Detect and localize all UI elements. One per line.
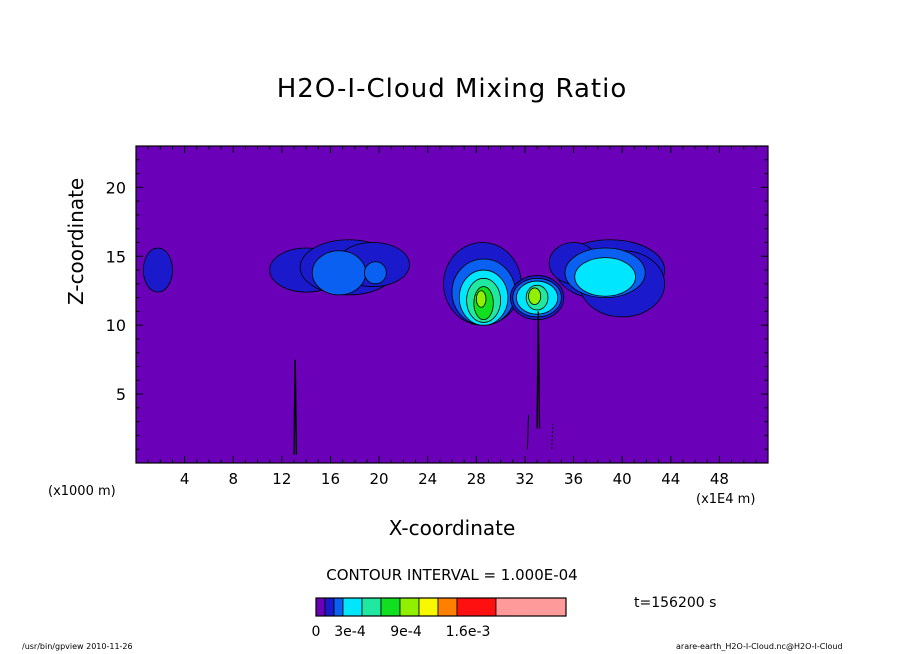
chart-title: H2O-I-Cloud Mixing Ratio <box>276 74 628 104</box>
x-axis-label: X-coordinate <box>388 516 516 540</box>
x-tick-label: 16 <box>321 470 340 488</box>
x-tick-label: 4 <box>180 470 190 488</box>
colorbar-swatch <box>456 597 497 617</box>
colorbar-swatch <box>333 597 344 617</box>
colorbar-label: 9e-4 <box>390 624 422 640</box>
colorbar-swatch <box>315 597 326 617</box>
contour-level-6 <box>528 287 542 305</box>
y-tick-label: 10 <box>106 316 126 335</box>
x-tick-label: 48 <box>710 470 729 488</box>
colorbar-label: 3e-4 <box>334 624 366 640</box>
x-tick-label: 12 <box>272 470 291 488</box>
y-tick-label: 5 <box>116 385 126 404</box>
colorbar-frame <box>315 597 567 617</box>
x-tick-label: 44 <box>661 470 680 488</box>
colorbar-swatch <box>380 597 401 617</box>
x-tick-label: 20 <box>370 470 389 488</box>
colorbar-swatch <box>342 597 363 617</box>
contour-level-1 <box>142 247 173 293</box>
colorbar-swatch <box>361 597 382 617</box>
time-label: t=156200 s <box>634 595 717 611</box>
mixing-stem-1 <box>293 359 298 455</box>
x-tick-label: 32 <box>515 470 534 488</box>
footer-right: arare-earth_H2O-I-Cloud.nc@H2O-I-Cloud <box>676 642 843 651</box>
contour-interval-label: CONTOUR INTERVAL = 1.000E-04 <box>326 566 578 584</box>
colorbar: 0 3e-4 9e-4 1.6e-3 <box>312 597 567 640</box>
x-tick-label: 28 <box>467 470 486 488</box>
contour-level-2 <box>364 261 387 285</box>
colorbar-swatch <box>495 597 567 617</box>
mixing-stem-4 <box>551 424 554 450</box>
x-unit-right: (x1E4 m) <box>696 492 756 507</box>
x-tick-label: 8 <box>228 470 238 488</box>
colorbar-label: 1.6e-3 <box>446 624 491 640</box>
contour-level-2 <box>311 250 367 296</box>
colorbar-swatch <box>418 597 439 617</box>
y-tick-label: 20 <box>106 178 126 197</box>
x-tick-label: 24 <box>418 470 437 488</box>
colorbar-label: 0 <box>312 624 321 640</box>
y-tick-label: 15 <box>106 247 126 266</box>
x-tick-label: 36 <box>564 470 583 488</box>
x-tick-label: 40 <box>613 470 632 488</box>
colorbar-swatch <box>324 597 335 617</box>
mixing-stem-3 <box>526 414 530 450</box>
footer-left: /usr/bin/gpview 2010-11-26 <box>22 642 133 651</box>
contour-level-6 <box>475 290 487 308</box>
contour-level-3 <box>574 257 636 297</box>
colorbar-swatch <box>399 597 420 617</box>
plot-area <box>136 146 768 463</box>
colorbar-swatch <box>437 597 458 617</box>
y-axis-label: Z-coordinate <box>64 177 88 305</box>
x-unit-left: (x1000 m) <box>48 484 116 499</box>
mixing-stem-2 <box>536 311 541 429</box>
contour-field <box>136 146 768 463</box>
